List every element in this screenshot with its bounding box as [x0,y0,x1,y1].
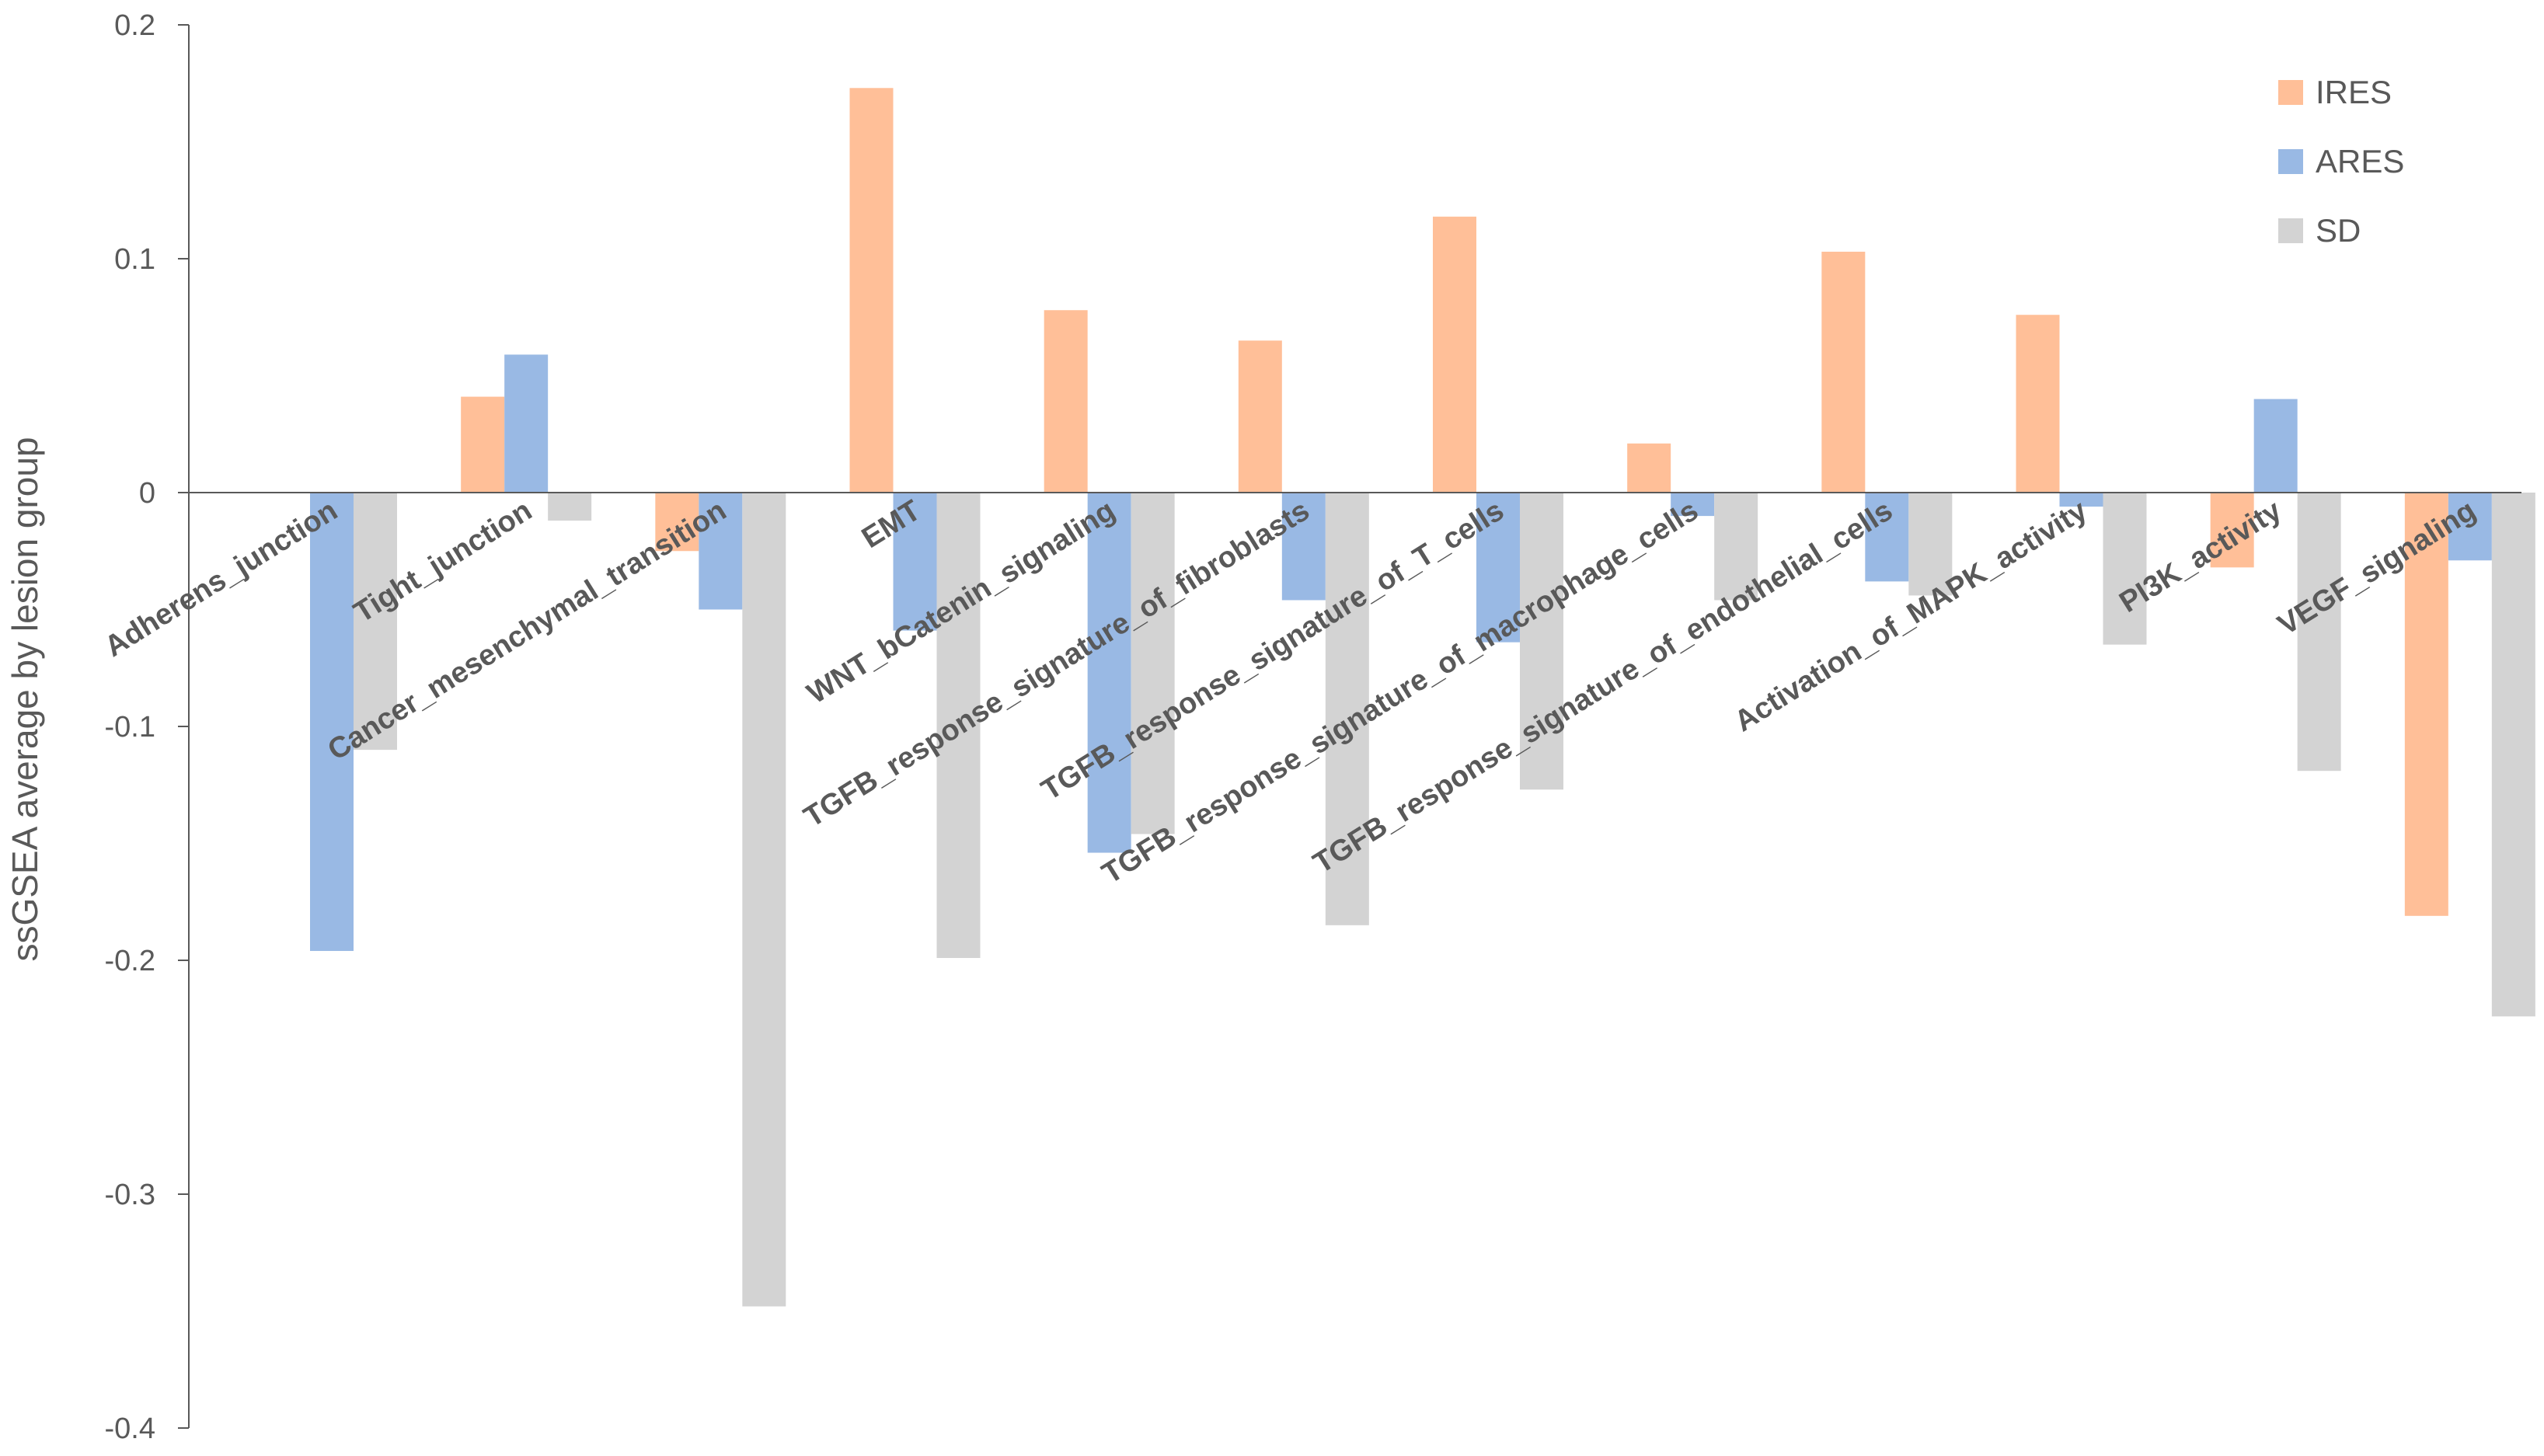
bar-sd-2 [742,493,786,1307]
y-tick-label: 0.2 [114,9,155,42]
bar-ires-3 [849,88,894,493]
bar-sd-6 [1520,493,1563,790]
category-label: Adherens_junction [99,494,343,664]
bar-ires-6 [1433,216,1476,493]
bar-ares-6 [1476,493,1520,643]
bar-sd-8 [1908,493,1953,596]
bar-ires-5 [1238,340,1282,493]
bar-ares-0 [310,493,354,951]
y-tick-label: 0.1 [114,243,155,276]
legend-label-ires: IRES [2316,74,2392,110]
bar-sd-5 [1325,493,1369,925]
bar-ares-7 [1671,493,1715,517]
y-axis-title: ssGSEA average by lesion group [5,437,45,961]
bar-ires-8 [1821,251,1866,493]
bar-sd-11 [2491,493,2535,1017]
bar-ares-3 [893,493,937,631]
bar-ares-8 [1865,493,1909,582]
bar-sd-4 [1131,493,1175,834]
bar-ares-2 [699,493,743,610]
legend-swatch-ires [2278,80,2303,105]
bar-ires-10 [2210,493,2254,568]
legend-swatch-sd [2278,218,2303,243]
legend: IRES ARES SD [2278,74,2404,249]
bar-ires-1 [461,396,505,493]
axes-layer: 0.2 0.1 0 -0.1 -0.2 -0.3 -0.4 [105,9,2521,1445]
y-tick-label: -0.4 [105,1412,155,1445]
bars-layer [310,88,2535,1307]
bar-ares-5 [1281,493,1326,601]
y-tick-label: -0.1 [105,711,155,744]
bar-ires-2 [655,493,699,552]
bar-sd-0 [354,493,397,751]
bar-sd-3 [936,493,981,958]
bar-sd-7 [1714,493,1758,601]
legend-swatch-ares [2278,149,2303,174]
bar-ares-11 [2448,493,2492,561]
y-tick-label: 0 [139,477,155,510]
bar-ares-10 [2253,399,2298,493]
legend-label-ares: ARES [2316,143,2404,179]
bar-sd-10 [2297,493,2341,772]
legend-label-sd: SD [2316,212,2361,249]
y-tick-label: -0.3 [105,1179,155,1211]
bar-ires-7 [1627,443,1671,493]
bar-ares-9 [2059,493,2103,507]
bar-ares-1 [504,354,549,493]
bar-ires-11 [2404,493,2448,916]
bar-sd-9 [2103,493,2147,645]
bar-ires-9 [2016,315,2060,493]
bar-ires-4 [1044,310,1088,493]
bar-sd-1 [548,493,592,521]
y-tick-label: -0.2 [105,945,155,977]
bar-ares-4 [1087,493,1131,853]
